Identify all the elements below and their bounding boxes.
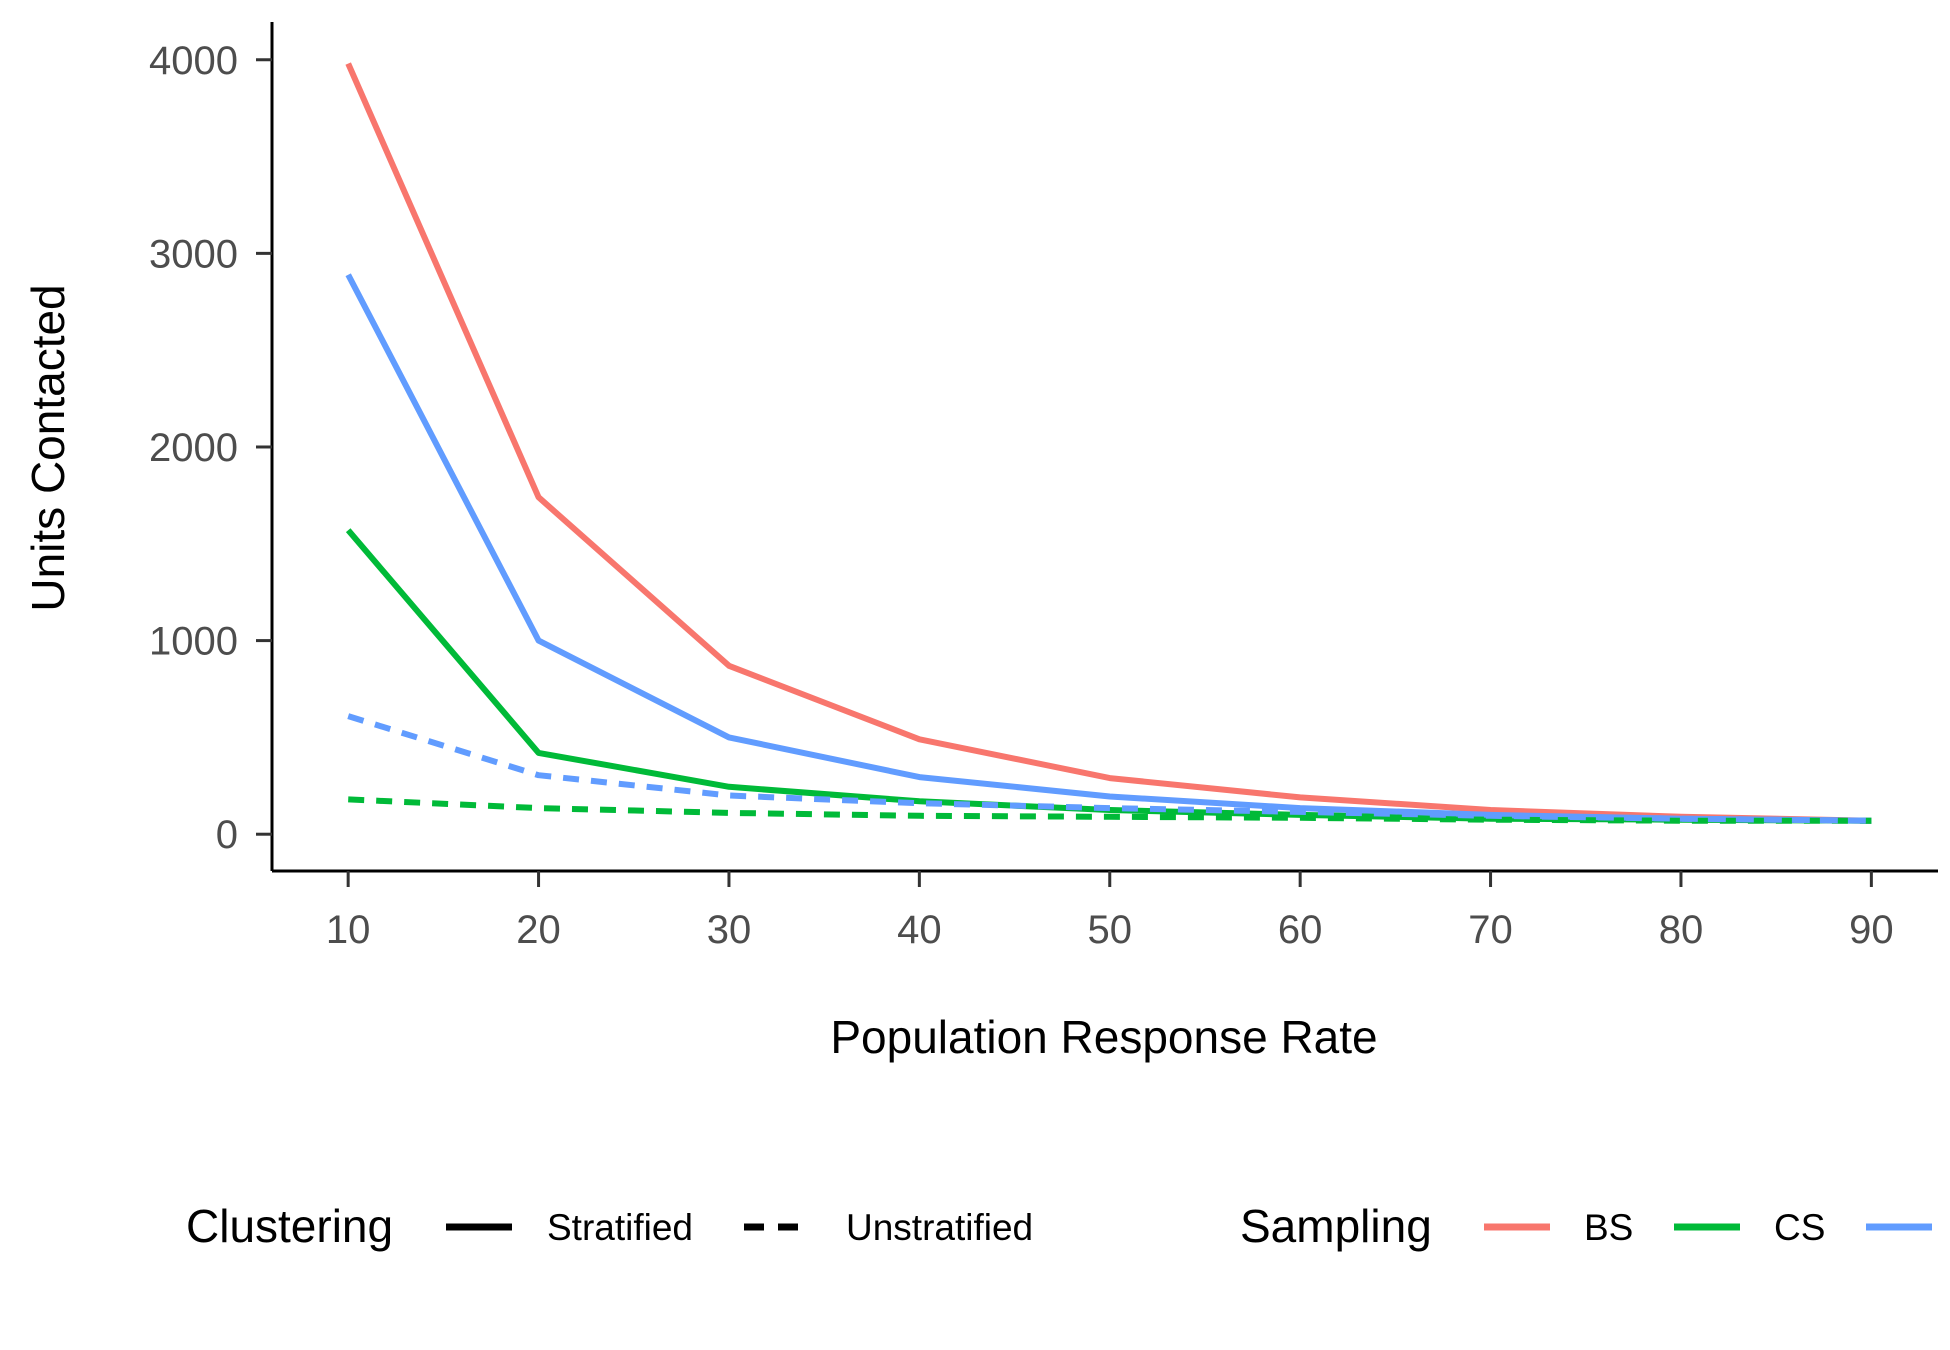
series-line-bs-stratified [345,62,1872,824]
x-tick-label: 50 [1088,908,1133,952]
x-tick-label: 10 [326,908,371,952]
axes [270,22,1938,873]
legend-label-bs: BS [1584,1207,1633,1248]
legend: Clustering Stratified Unstratified Sampl… [186,1200,1932,1252]
series-line-series4-unstratified [347,713,1872,824]
y-tick-label: 0 [216,813,238,857]
series-line-cs-unstratified [348,796,1872,824]
y-axis-title: Units Contacted [22,284,74,611]
x-axis-title: Population Response Rate [830,1011,1377,1063]
x-tick-label: 30 [707,908,752,952]
y-tick-label: 4000 [149,39,238,83]
series-line-series2-stratified [345,273,1872,824]
y-tick-label: 3000 [149,232,238,276]
legend-label-unstratified: Unstratified [846,1207,1033,1248]
legend-label-cs: CS [1774,1207,1825,1248]
x-tick-label: 40 [897,908,942,952]
legend-sampling-title: Sampling [1240,1200,1432,1252]
legend-label-stratified: Stratified [547,1207,693,1248]
y-axis-ticks: 0 1000 2000 3000 4000 [149,39,272,857]
legend-clustering-title: Clustering [186,1200,393,1252]
x-tick-label: 20 [516,908,561,952]
y-tick-label: 1000 [149,620,238,664]
plot-area [345,62,1872,824]
x-tick-label: 80 [1659,908,1704,952]
x-tick-label: 90 [1849,908,1894,952]
x-axis-ticks: 10 20 30 40 50 60 70 80 90 [326,871,1894,952]
y-tick-label: 2000 [149,426,238,470]
x-tick-label: 60 [1278,908,1323,952]
x-tick-label: 70 [1468,908,1513,952]
